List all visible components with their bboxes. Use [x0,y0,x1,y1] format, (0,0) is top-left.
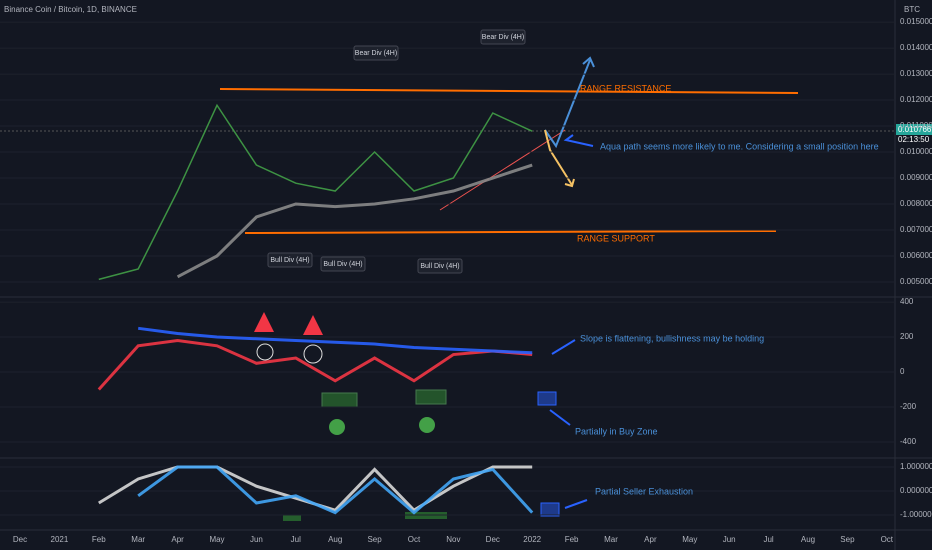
y-tick-label: 0.007000 [900,225,932,234]
annotation: Bull Div (4H) [420,263,459,270]
buy-zone-box [537,391,557,406]
y-tick-label: 0.013000 [900,69,932,78]
callout-arrow [551,339,576,355]
x-tick-label: Apr [644,535,657,544]
label-box [267,252,313,268]
annotation: RANGE SUPPORT [577,233,655,243]
arrow-head [582,56,595,68]
x-tick-label: Dec [13,535,27,544]
y-tick-label: 1.000000 [900,462,932,471]
series-line [98,103,533,281]
warning-icon [303,315,323,335]
x-tick-label: Jul [291,535,301,544]
x-tick-label: Feb [92,535,106,544]
callout-arrow [549,409,571,426]
x-tick-label: Sep [840,535,855,544]
annotation: Bull Div (4H) [323,261,362,268]
x-tick-label: May [209,535,224,544]
x-tick-label: Dec [486,535,500,544]
zone-highlight [283,515,301,521]
y-tick-label: 200 [900,332,914,341]
y-tick-label: 0.000000 [900,486,932,495]
x-tick-label: Jul [763,535,773,544]
trend-line [439,129,566,211]
x-tick-label: Jun [723,535,736,544]
series-line [97,339,533,391]
label-box [320,256,366,272]
x-tick-label: Nov [446,535,460,544]
annotation: Bull Div (4H) [270,257,309,264]
series-line [138,326,533,355]
x-tick-label: Oct [408,535,421,544]
y-tick-label: 0.015000 [900,17,932,26]
y-tick-label: 0.011000 [900,121,932,130]
x-tick-label: Apr [171,535,184,544]
x-tick-label: Mar [131,535,145,544]
orange-path-arrow [544,129,573,186]
x-tick-label: 2022 [523,535,541,544]
x-tick-label: Oct [881,535,894,544]
signal-circle [303,344,323,364]
aqua-path-arrow [544,59,591,149]
y-tick-label: -200 [900,402,917,411]
x-tick-label: Jun [250,535,263,544]
annotation: Bear Div (4H) [355,50,397,57]
last-price: 0.010766 [898,125,932,134]
y-tick-label: 0.009000 [900,173,932,182]
symbol-title: Binance Coin / Bitcoin, 1D, BINANCE [4,5,137,14]
annotation: Slope is flattening, bullishness may be … [580,333,764,343]
label-box [417,258,463,274]
label-box [480,29,526,45]
y-tick-label: 0.012000 [900,95,932,104]
annotation: Bear Div (4H) [482,34,524,41]
y-tick-label: 0.008000 [900,199,932,208]
x-tick-label: Aug [328,535,342,544]
x-tick-label: Feb [565,535,579,544]
x-tick-label: Sep [367,535,382,544]
y-tick-label: -400 [900,437,917,446]
series-line [176,163,533,279]
label-box [353,45,399,61]
y-tick-label: 0.005000 [900,277,932,286]
callout-arrow [563,134,594,147]
x-tick-label: 2021 [51,535,69,544]
x-tick-label: Aug [801,535,815,544]
range-support-line [244,230,777,234]
y-tick-label: 0.010000 [900,147,932,156]
annotation: RANGE RESISTANCE [580,83,671,93]
y-tick-label: 0.006000 [900,251,932,260]
series-line [137,465,534,515]
annotation: Partial Seller Exhaustion [595,486,693,496]
check-icon [419,417,435,433]
warning-icon [254,312,274,332]
exhaustion-box [540,502,560,517]
callout-arrow [564,499,588,509]
signal-circle [256,343,274,361]
x-tick-label: Mar [604,535,618,544]
x-tick-label: May [682,535,697,544]
annotation: Partially in Buy Zone [575,426,658,436]
buy-zone-highlight [321,392,358,408]
check-icon [329,419,345,435]
y-tick-label: 0.014000 [900,43,932,52]
annotation: Aqua path seems more likely to me. Consi… [600,141,879,151]
range-resistance-line [219,88,799,94]
last-price-box [896,124,932,135]
y-tick-label: 400 [900,297,914,306]
buy-zone-highlight [415,389,447,405]
currency: BTC [904,5,920,14]
y-tick-label: -1.000000 [900,510,932,519]
arrow-head [564,178,575,188]
countdown: 02:13:50 [898,135,930,144]
y-tick-label: 0 [900,367,905,376]
